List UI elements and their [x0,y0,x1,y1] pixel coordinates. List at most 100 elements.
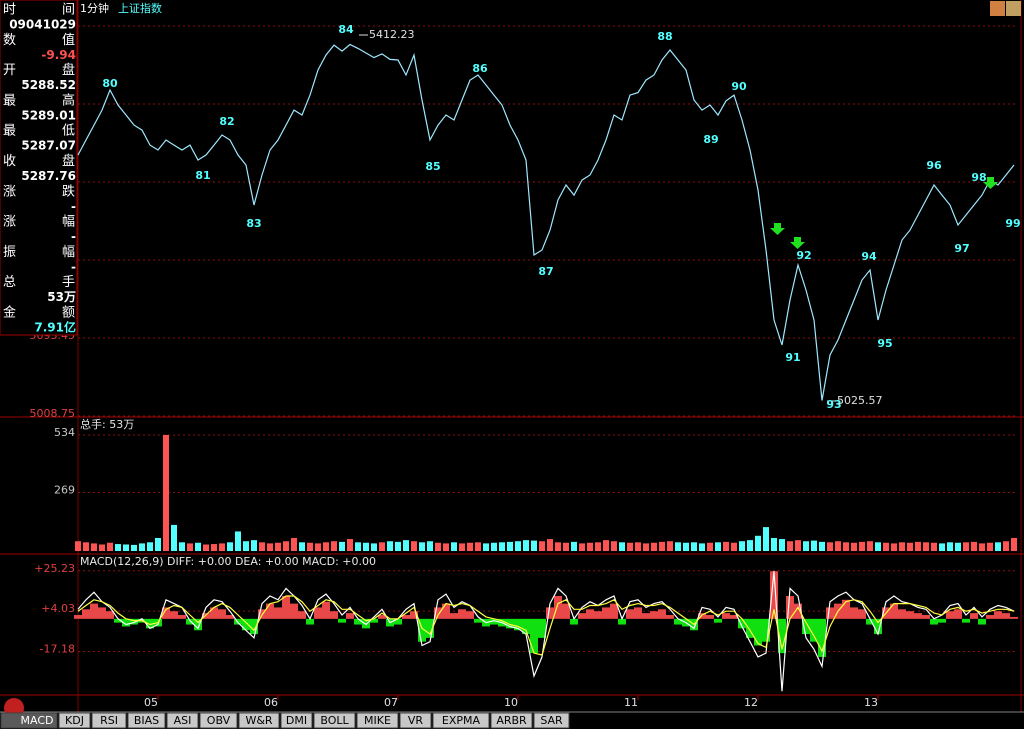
tab[interactable] [58,712,91,729]
volume-bar [227,542,233,551]
macd-bar [570,618,578,625]
volume-bar [163,434,169,551]
tab-label[interactable]: SAR [540,714,563,727]
macd-bar [290,603,298,619]
volume-bar [363,542,369,551]
macd-bar [282,595,290,619]
volume-bar [923,542,929,551]
extreme-label: 5412.23 [369,28,415,41]
macd-bar [1002,613,1010,619]
info-label: 涨 [3,184,16,199]
macd-bar [1010,616,1018,619]
tab[interactable] [533,712,570,729]
tab-label[interactable]: ARBR [496,714,527,727]
wave-label: 86 [472,62,488,75]
macd-bar [626,609,634,619]
macd-bar [410,611,418,619]
volume-bar [619,542,625,551]
tab[interactable] [238,712,280,729]
macd-bar [314,607,322,619]
volume-bar [859,541,865,551]
volume-bar [395,541,401,551]
tab-label[interactable]: BIAS [134,714,159,727]
macd-bar [730,615,738,619]
volume-bar [819,541,825,551]
wave-label: 98 [971,171,986,184]
tab[interactable] [490,712,533,729]
macd-bar [130,618,138,625]
toolbar-icon[interactable] [1006,1,1021,16]
tab-label[interactable]: KDJ [65,714,84,727]
tab[interactable] [280,712,313,729]
macd-bar [994,611,1002,619]
info-label: 涨 [3,215,16,230]
volume-bar [947,542,953,551]
tab-label[interactable]: OBV [207,714,231,727]
tab-label[interactable]: DMI [286,714,307,727]
macd-bar [658,609,666,619]
macd-bar [458,609,466,619]
tab[interactable] [199,712,238,729]
tab[interactable] [313,712,356,729]
info-label: 额 [62,306,75,321]
volume-bar [219,543,225,551]
tab-label[interactable]: RSI [100,714,118,727]
macd-bar [362,618,370,629]
tab[interactable] [0,712,58,729]
macd-bar [666,615,674,619]
macd-bar [378,615,386,619]
x-tick-label: 07 [384,696,398,709]
tab[interactable] [127,712,166,729]
wave-label: 81 [195,169,210,182]
macd-bar [306,618,314,625]
tab-label[interactable]: MACD [21,714,54,727]
volume-bar [475,542,481,551]
price-line [77,43,1015,401]
toolbar-icon[interactable] [990,1,1005,16]
tab[interactable] [356,712,399,729]
macd-bar [522,618,530,635]
macd-bar [698,613,706,619]
volume-bar [443,543,449,551]
info-panel-frame [0,0,78,336]
volume-bar [995,542,1001,551]
volume-bar [971,541,977,551]
tab-label[interactable]: BOLL [320,714,349,727]
volume-bar [1011,537,1017,551]
macd-bar [186,618,194,625]
tab-label[interactable]: VR [408,714,424,727]
volume-bar [339,541,345,551]
macd-bar [210,607,218,619]
macd-bar [218,609,226,619]
macd-bar [714,618,722,623]
volume-bar [75,541,81,551]
volume-bar [987,542,993,551]
tab-label[interactable]: EXPMA [442,714,481,727]
macd-bar [546,607,554,619]
signal-arrows [770,177,998,249]
tab[interactable] [91,712,127,729]
tab[interactable] [399,712,432,729]
macd-bar [490,618,498,625]
tab-label[interactable]: W&R [245,714,272,727]
wave-label: 85 [425,160,440,173]
volume-bar [523,540,529,551]
macd-bar [842,599,850,619]
wave-label: 96 [926,159,942,172]
volume-bar [515,541,521,551]
macd-bar [858,609,866,619]
volume-bar [603,540,609,551]
x-tick-label: 05 [144,696,158,709]
info-label: 间 [62,3,75,18]
macd-bar [450,613,458,619]
volume-bar [611,541,617,551]
tab[interactable] [166,712,199,729]
tab[interactable] [432,712,490,729]
tab-label[interactable]: ASI [174,714,192,727]
info-value: - [71,230,76,244]
tab-label[interactable]: MIKE [364,714,391,727]
volume-bar [563,542,569,551]
macd-bar [586,609,594,619]
macd-bar [938,618,946,623]
volume-bar [883,542,889,551]
